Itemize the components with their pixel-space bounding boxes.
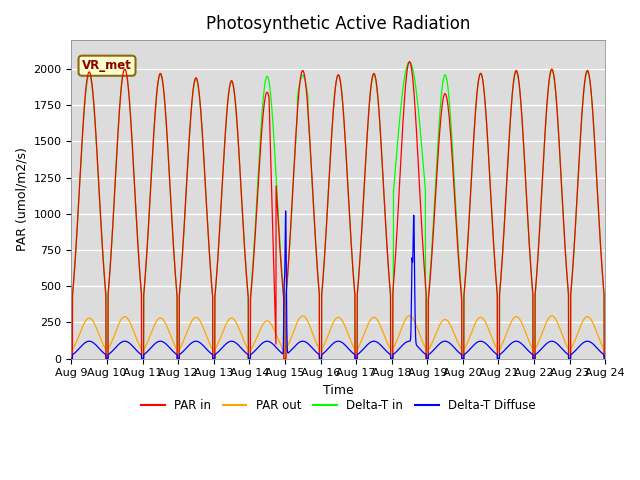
Title: Photosynthetic Active Radiation: Photosynthetic Active Radiation xyxy=(206,15,470,33)
Text: VR_met: VR_met xyxy=(82,59,132,72)
X-axis label: Time: Time xyxy=(323,384,354,397)
Y-axis label: PAR (umol/m2/s): PAR (umol/m2/s) xyxy=(15,147,28,252)
Legend: PAR in, PAR out, Delta-T in, Delta-T Diffuse: PAR in, PAR out, Delta-T in, Delta-T Dif… xyxy=(136,394,540,416)
